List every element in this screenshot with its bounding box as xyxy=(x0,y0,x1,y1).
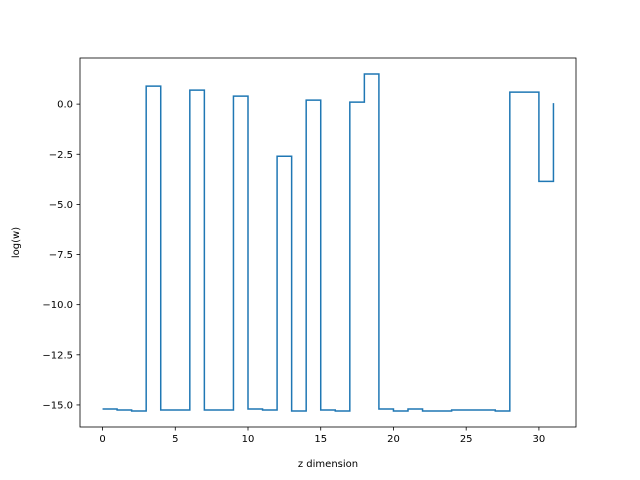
plot-area xyxy=(80,58,576,427)
y-tick-label: −10.0 xyxy=(42,300,73,311)
y-tick-label: 0.0 xyxy=(57,100,73,111)
x-tick-label: 10 xyxy=(242,434,255,445)
series-line-0 xyxy=(102,73,555,412)
x-ticks: 0 5 10 15 20 25 30 xyxy=(99,427,545,445)
x-tick-label: 20 xyxy=(387,434,400,445)
x-axis-label: z dimension xyxy=(298,459,358,470)
series-layer xyxy=(102,73,555,412)
x-tick-label: 15 xyxy=(314,434,327,445)
plot-frame xyxy=(79,57,577,428)
y-tick-label: −7.5 xyxy=(49,250,73,261)
y-tick-label: −2.5 xyxy=(49,150,73,161)
x-tick-label: 25 xyxy=(460,434,473,445)
y-tick-label: −5.0 xyxy=(49,200,73,211)
x-tick-label: 5 xyxy=(172,434,178,445)
y-tick-label: −12.5 xyxy=(42,350,73,361)
y-tick-label: −15.0 xyxy=(42,400,73,411)
y-axis-label: log(w) xyxy=(11,227,22,258)
x-tick-label: 30 xyxy=(533,434,546,445)
x-tick-label: 0 xyxy=(99,434,105,445)
y-ticks: 0.0 −2.5 −5.0 −7.5 −10.0 −12.5 −15.0 xyxy=(42,100,80,411)
